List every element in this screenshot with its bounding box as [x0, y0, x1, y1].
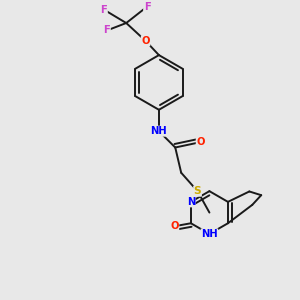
Text: NH: NH — [201, 229, 218, 239]
Text: S: S — [194, 186, 201, 196]
Text: O: O — [141, 36, 150, 46]
Text: F: F — [103, 26, 110, 35]
Text: O: O — [170, 221, 179, 231]
Text: NH: NH — [151, 126, 167, 136]
Text: F: F — [100, 5, 107, 15]
Text: N: N — [187, 197, 195, 207]
Text: O: O — [196, 137, 205, 147]
Text: F: F — [144, 2, 150, 12]
